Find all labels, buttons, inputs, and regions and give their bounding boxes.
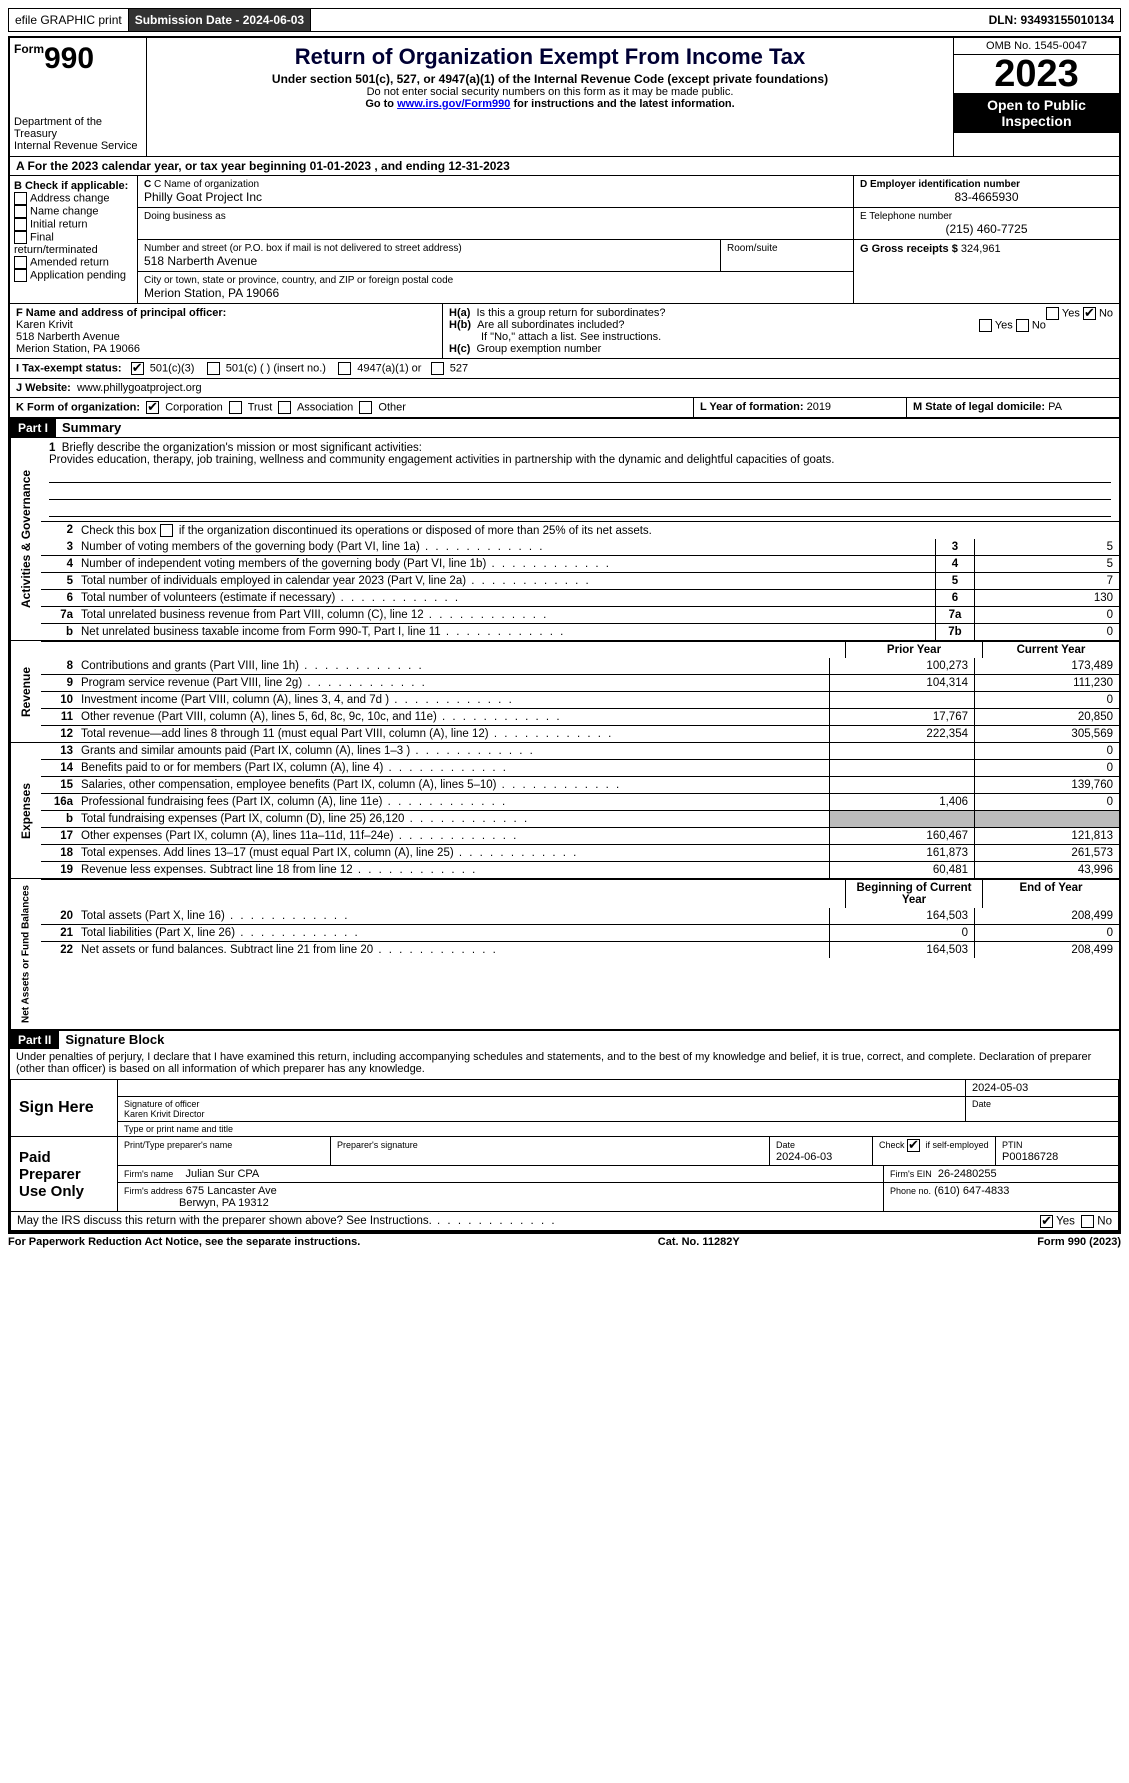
hb-yes[interactable] [979,319,992,332]
efile-label: efile GRAPHIC print [9,9,129,31]
pra-notice: For Paperwork Reduction Act Notice, see … [8,1236,360,1248]
ssn-note: Do not enter social security numbers on … [151,86,949,98]
gross-receipts: 324,961 [961,243,1001,255]
k-corp[interactable] [146,401,159,414]
street: 518 Narberth Avenue [144,254,714,268]
ha-no[interactable] [1083,307,1096,320]
firm-ein: 26-2480255 [938,1168,997,1180]
vert-netassets: Net Assets or Fund Balances [10,879,41,1029]
vert-revenue: Revenue [10,641,41,742]
paid-preparer-label: Paid Preparer Use Only [11,1137,118,1211]
efile-header: efile GRAPHIC print Submission Date - 20… [8,8,1121,32]
irs-label: Internal Revenue Service [14,140,142,152]
part2-header: Part II [10,1031,59,1049]
ptin: P00186728 [1002,1151,1058,1163]
vert-expenses: Expenses [10,743,41,878]
firm-phone: (610) 647-4833 [934,1185,1009,1197]
year-formation: 2019 [807,401,831,413]
form-subtitle: Under section 501(c), 527, or 4947(a)(1)… [151,72,949,86]
perjury-declaration: Under penalties of perjury, I declare th… [10,1049,1119,1077]
mission-text: Provides education, therapy, job trainin… [49,454,834,466]
irs-link[interactable]: www.irs.gov/Form990 [397,98,510,110]
sign-here-label: Sign Here [11,1080,118,1136]
vert-activities: Activities & Governance [10,438,41,640]
section-a: A For the 2023 calendar year, or tax yea… [10,156,1119,175]
firm-name: Julian Sur CPA [185,1168,259,1180]
org-name: Philly Goat Project Inc [144,190,847,204]
state-domicile: PA [1048,401,1062,413]
ha-yes[interactable] [1046,307,1059,320]
cat-no: Cat. No. 11282Y [658,1236,740,1248]
telephone: (215) 460-7725 [860,222,1113,236]
discuss-no[interactable] [1081,1215,1094,1228]
ein: 83-4665930 [860,190,1113,204]
city: Merion Station, PA 19066 [144,286,847,300]
discuss-yes[interactable] [1040,1215,1053,1228]
form-title: Return of Organization Exempt From Incom… [151,44,949,70]
dln: DLN: 93493155010134 [983,9,1120,31]
part1-header: Part I [10,419,56,437]
form-footer: Form 990 (2023) [1037,1236,1121,1248]
sign-date: 2024-05-03 [966,1080,1118,1097]
dept-treasury: Department of the Treasury [14,116,142,140]
website: www.phillygoatproject.org [77,382,202,394]
hb-no[interactable] [1016,319,1029,332]
501c3-checkbox[interactable] [131,362,144,375]
open-inspection: Open to Public Inspection [954,93,1119,133]
officer-sig-name: Karen Krivit Director [124,1109,205,1119]
officer-name: Karen Krivit [16,319,73,331]
tax-year: 2023 [954,55,1119,93]
form-box: Form990 Department of the Treasury Inter… [8,36,1121,1233]
submission-date: Submission Date - 2024-06-03 [129,9,311,31]
